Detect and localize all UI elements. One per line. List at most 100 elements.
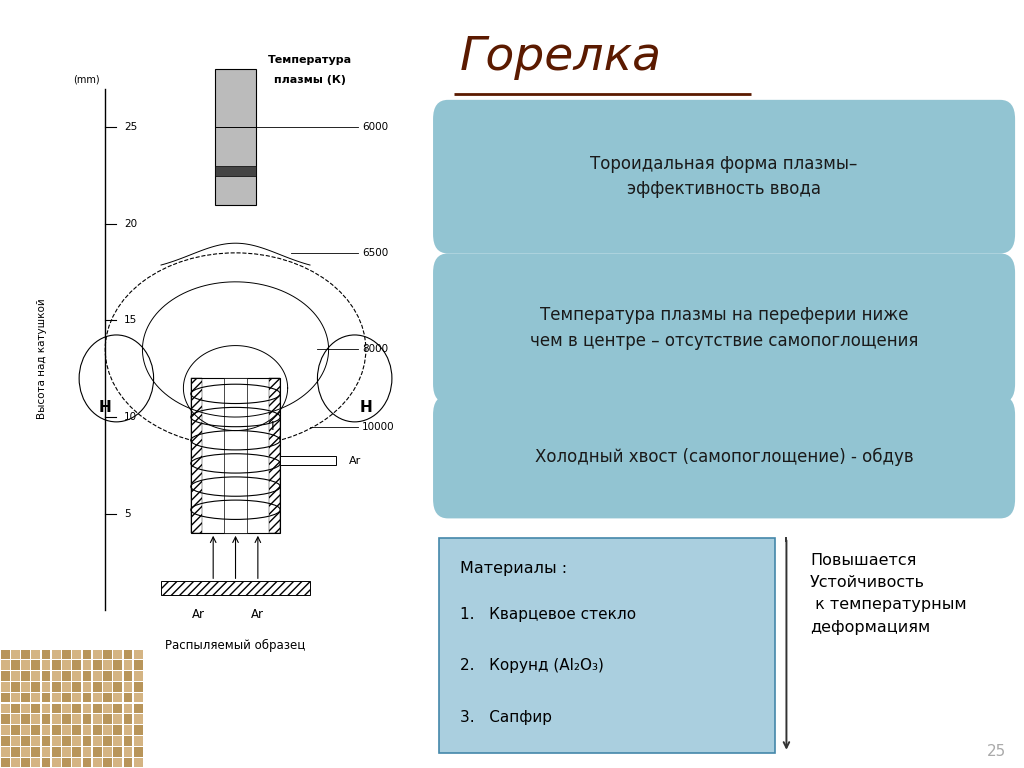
Bar — [42, 650, 50, 659]
Bar — [73, 725, 81, 735]
Bar — [124, 660, 132, 670]
Bar — [1, 682, 9, 692]
Bar — [11, 693, 19, 703]
Bar — [42, 714, 50, 724]
Text: Высота над катушкой: Высота над катушкой — [37, 299, 47, 419]
Bar — [83, 650, 91, 659]
Bar — [22, 682, 30, 692]
Text: Повышается
Устойчивость
 к температурным
деформациям: Повышается Устойчивость к температурным … — [810, 553, 967, 634]
Bar — [73, 650, 81, 659]
Bar — [62, 747, 71, 756]
Bar — [134, 682, 142, 692]
Bar — [83, 660, 91, 670]
Bar — [42, 671, 50, 680]
Bar — [224, 379, 247, 533]
Bar — [52, 725, 60, 735]
Bar — [103, 682, 112, 692]
Bar — [93, 693, 101, 703]
FancyBboxPatch shape — [433, 396, 1015, 518]
Bar — [73, 693, 81, 703]
Bar — [73, 703, 81, 713]
Bar — [93, 682, 101, 692]
Bar — [73, 737, 81, 746]
Text: 3.   Сапфир: 3. Сапфир — [460, 710, 552, 725]
Bar — [11, 682, 19, 692]
Bar — [32, 747, 40, 756]
Bar — [269, 379, 281, 533]
Bar — [73, 671, 81, 680]
Bar — [42, 758, 50, 767]
Bar — [11, 758, 19, 767]
Bar — [83, 693, 91, 703]
Text: Ar: Ar — [348, 455, 360, 465]
Bar — [103, 660, 112, 670]
Bar — [1, 737, 9, 746]
Text: H: H — [359, 400, 372, 415]
Text: Холодный хвост (самопоглощение) - обдув: Холодный хвост (самопоглощение) - обдув — [535, 448, 913, 466]
Bar — [103, 671, 112, 680]
FancyBboxPatch shape — [433, 253, 1015, 403]
Bar — [93, 671, 101, 680]
Text: 20: 20 — [124, 219, 137, 229]
Bar — [22, 737, 30, 746]
Bar — [103, 650, 112, 659]
Bar — [11, 650, 19, 659]
Bar — [93, 660, 101, 670]
Bar — [103, 703, 112, 713]
Bar — [32, 725, 40, 735]
Bar — [42, 725, 50, 735]
Bar — [22, 660, 30, 670]
Bar — [32, 693, 40, 703]
Bar — [215, 69, 256, 204]
Bar — [114, 703, 122, 713]
Text: 5: 5 — [124, 508, 130, 518]
Text: I: I — [271, 420, 274, 433]
Bar — [83, 747, 91, 756]
Bar — [114, 737, 122, 746]
Bar — [62, 725, 71, 735]
Bar — [22, 650, 30, 659]
Bar — [62, 682, 71, 692]
Bar — [114, 660, 122, 670]
Bar — [134, 758, 142, 767]
Bar — [62, 703, 71, 713]
Bar — [114, 747, 122, 756]
Bar — [83, 671, 91, 680]
Bar — [62, 758, 71, 767]
Bar — [22, 725, 30, 735]
Bar — [124, 650, 132, 659]
Bar — [134, 737, 142, 746]
Bar — [73, 714, 81, 724]
Bar — [103, 714, 112, 724]
Bar — [134, 714, 142, 724]
Bar — [124, 703, 132, 713]
Bar — [11, 671, 19, 680]
Bar — [73, 682, 81, 692]
Bar — [1, 747, 9, 756]
Bar — [42, 693, 50, 703]
Bar — [32, 714, 40, 724]
Bar — [42, 737, 50, 746]
Bar — [11, 660, 19, 670]
Bar — [42, 703, 50, 713]
Bar — [114, 725, 122, 735]
Bar — [103, 693, 112, 703]
Bar — [32, 737, 40, 746]
Bar — [124, 725, 132, 735]
Text: 6500: 6500 — [362, 248, 388, 258]
Bar — [22, 693, 30, 703]
Bar — [73, 660, 81, 670]
Bar — [1, 703, 9, 713]
Bar — [1, 758, 9, 767]
Bar — [52, 671, 60, 680]
Bar — [190, 379, 281, 533]
Bar — [52, 737, 60, 746]
Bar — [83, 703, 91, 713]
Text: Температура плазмы на переферии ниже
чем в центре – отсутствие самопоглощения: Температура плазмы на переферии ниже чем… — [529, 306, 919, 350]
Bar — [114, 671, 122, 680]
Bar — [281, 455, 336, 465]
Text: Тороидальная форма плазмы–
эффективность ввода: Тороидальная форма плазмы– эффективность… — [591, 155, 858, 198]
Bar — [93, 737, 101, 746]
Bar — [1, 650, 9, 659]
Bar — [93, 650, 101, 659]
